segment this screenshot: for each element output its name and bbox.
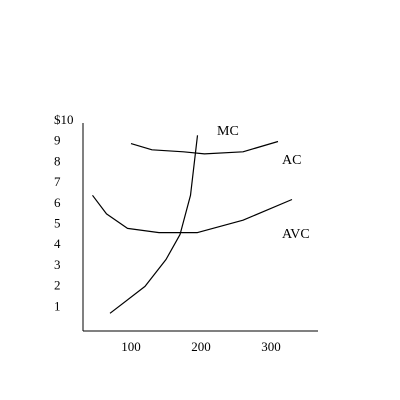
y-tick-label: 8 — [54, 153, 61, 168]
x-tick-label: 300 — [261, 339, 281, 354]
series-label-avc: AVC — [282, 227, 310, 242]
x-tick-label: 100 — [121, 339, 141, 354]
x-tick-label: 200 — [191, 339, 211, 354]
y-tick-label: 5 — [54, 216, 61, 231]
series-labels: MC AC AVC — [217, 124, 310, 242]
y-tick-label: 9 — [54, 133, 61, 148]
x-tick-labels: 100 200 300 — [121, 339, 281, 354]
y-tick-label: 2 — [54, 278, 61, 293]
y-tick-label: 7 — [54, 174, 61, 189]
series-line-ac — [130, 140, 279, 155]
series-lines — [92, 135, 293, 314]
y-tick-label: 3 — [54, 257, 61, 272]
y-tick-label: 4 — [54, 236, 61, 251]
y-tick-label: 1 — [54, 298, 61, 313]
y-tick-label: $10 — [54, 112, 74, 127]
series-line-avc — [92, 194, 293, 234]
series-line-mc — [109, 135, 199, 314]
y-tick-labels: $10 9 8 7 6 5 4 3 2 1 — [54, 112, 74, 313]
series-label-ac: AC — [282, 153, 301, 168]
series-label-mc: MC — [217, 124, 239, 139]
y-tick-label: 6 — [54, 195, 61, 210]
